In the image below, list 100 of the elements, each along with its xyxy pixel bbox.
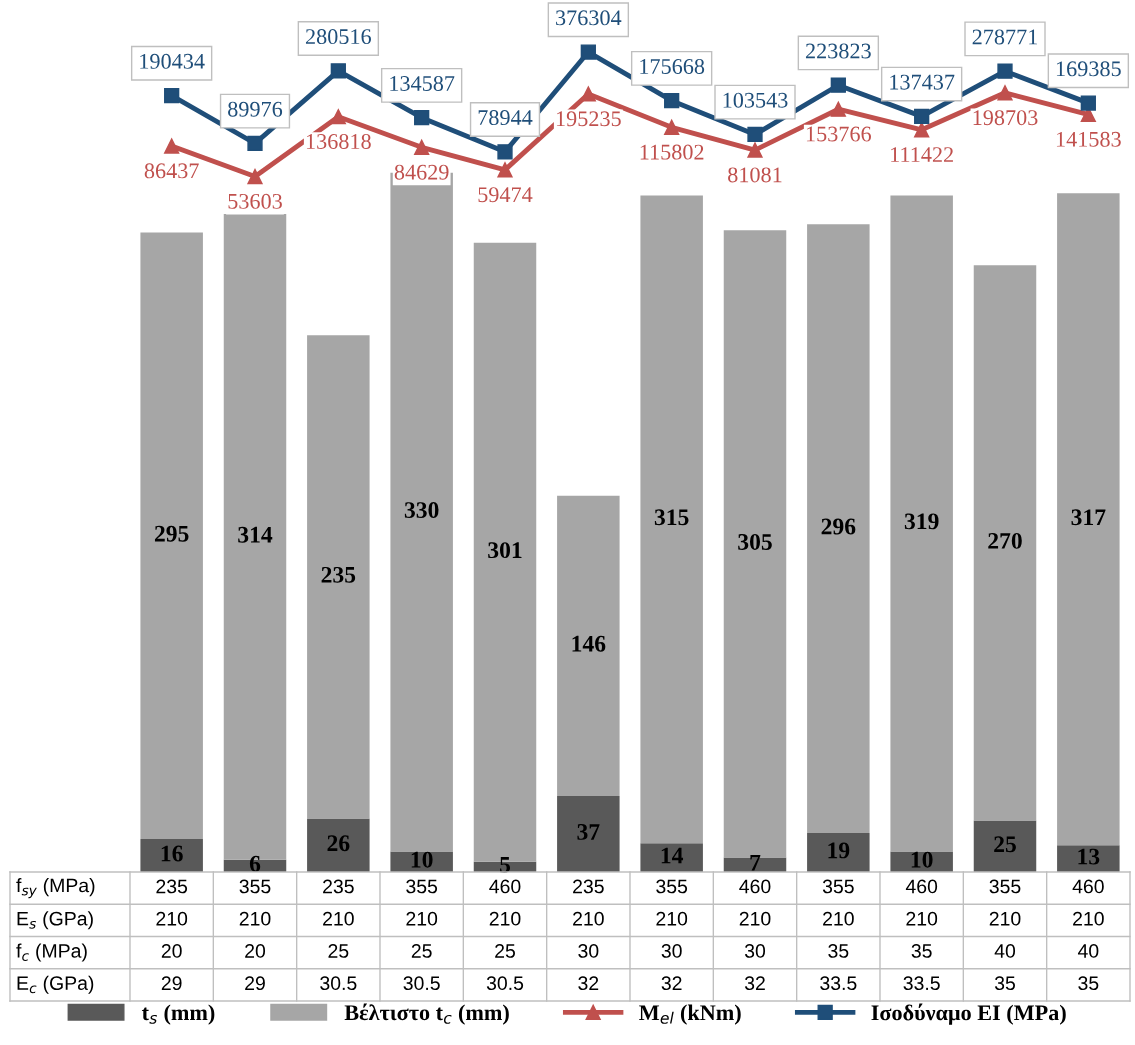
- point: [830, 77, 846, 93]
- data-label: 14: [661, 847, 684, 864]
- bar: [140, 232, 203, 840]
- bar: [973, 265, 1037, 821]
- data-label: 84629: [394, 164, 449, 180]
- data-label: 296: [821, 518, 856, 535]
- data-label: 235: [321, 566, 356, 583]
- data-label: 103543: [723, 92, 788, 108]
- point: [414, 110, 430, 126]
- legend-label: t$_{s}$ (mm): [141, 1004, 215, 1025]
- data-label: 169385: [1056, 61, 1121, 77]
- data-label: 175668: [640, 58, 705, 74]
- bar: [1057, 193, 1120, 846]
- data-label: 86437: [144, 163, 199, 179]
- data-label: 153766: [806, 126, 871, 142]
- legend-label: Βέλτιστο t$_{c}$ (mm): [344, 1003, 509, 1025]
- point: [914, 108, 930, 125]
- point: [914, 122, 930, 138]
- data-label: 319: [904, 513, 939, 530]
- x-tick-label: 460 210 35 33.5: [903, 879, 940, 991]
- data-label: 315: [654, 509, 689, 526]
- data-label: 301: [488, 542, 522, 559]
- x-tick-label: 235 210 20 29: [156, 879, 188, 991]
- data-label: 376304: [556, 10, 622, 26]
- data-label: 16: [161, 845, 183, 862]
- point: [497, 162, 513, 178]
- data-label: 53603: [228, 193, 282, 209]
- data-label: 7: [750, 855, 761, 871]
- data-label: 19: [828, 842, 850, 859]
- data-label: 198703: [973, 110, 1038, 126]
- data-label: 13: [1078, 848, 1100, 865]
- bar: [307, 335, 370, 819]
- point: [330, 63, 346, 79]
- data-label: 190434: [140, 53, 205, 69]
- data-label: 270: [988, 532, 1022, 549]
- x-tick-label: 355 210 20 29: [239, 879, 271, 991]
- bar: [140, 839, 203, 872]
- bar: [1057, 845, 1120, 872]
- data-label: 134587: [390, 75, 455, 91]
- legend-label: M$_{el}$ (kNm): [639, 1004, 741, 1025]
- text: f$_{sy}$ (MPa): [16, 878, 95, 899]
- data-label: 78944: [478, 110, 533, 126]
- x-tick-label: 460 210 25 30.5: [486, 879, 524, 991]
- point: [580, 44, 596, 60]
- x-tick-label: 355 210 25 30.5: [403, 879, 440, 991]
- data-label: 25: [994, 836, 1016, 853]
- point: [164, 138, 180, 154]
- point: [997, 85, 1013, 101]
- point: [747, 142, 763, 158]
- point: [414, 139, 430, 155]
- point: [664, 119, 680, 135]
- text: f$_{c}$ (MPa): [16, 943, 87, 962]
- point: [747, 126, 763, 143]
- data-label: 146: [572, 635, 606, 652]
- x-tick-label: 355 210 40 35: [989, 879, 1021, 991]
- data-label: 305: [738, 533, 772, 550]
- point: [664, 93, 680, 109]
- data-label: 26: [327, 835, 350, 852]
- text: E$_{s}$ (GPa): [17, 911, 93, 930]
- point: [1080, 95, 1096, 111]
- data-label: 10: [411, 851, 433, 868]
- data-label: 317: [1071, 509, 1106, 526]
- bar: [973, 820, 1037, 872]
- legend-label: Ισοδύναμο EI (MPa): [871, 1003, 1066, 1025]
- x-tick-label: 460 210 30 32: [739, 879, 771, 991]
- bar: [640, 843, 703, 872]
- bar: [890, 195, 953, 852]
- bar: [807, 832, 870, 872]
- point: [164, 87, 180, 104]
- point: [247, 135, 263, 152]
- bar: [557, 495, 620, 796]
- data-label: 89976: [228, 101, 283, 117]
- point: [330, 109, 346, 125]
- data-label: 111422: [891, 147, 953, 162]
- x-tick-label: 355 210 30 32: [656, 879, 688, 991]
- bar: [557, 795, 620, 872]
- data-label: 141583: [1056, 131, 1121, 147]
- data-label: 37: [577, 824, 600, 840]
- data-label: 6: [249, 855, 261, 872]
- x-tick-label: 355 210 35 33.5: [820, 879, 857, 991]
- point: [580, 86, 596, 102]
- data-label: 295: [154, 525, 189, 542]
- data-label: 81081: [728, 167, 782, 183]
- data-label: 10: [911, 851, 933, 868]
- x-tick-label: 235 210 25 30.5: [320, 879, 357, 991]
- data-label: 137437: [890, 74, 955, 90]
- data-label: 314: [238, 526, 273, 543]
- data-label: 59474: [478, 187, 533, 203]
- point: [497, 144, 513, 160]
- data-label: 136818: [306, 133, 371, 149]
- x-tick-label: 235 210 30 32: [573, 879, 604, 991]
- bar: [307, 818, 370, 872]
- point: [997, 63, 1013, 79]
- data-label: 195235: [556, 111, 621, 127]
- bar: [640, 195, 703, 844]
- data-label: 115802: [640, 144, 704, 160]
- data-label: 280516: [305, 29, 371, 45]
- data-label: 223823: [805, 43, 871, 59]
- bar: [807, 224, 870, 833]
- point: [830, 101, 846, 117]
